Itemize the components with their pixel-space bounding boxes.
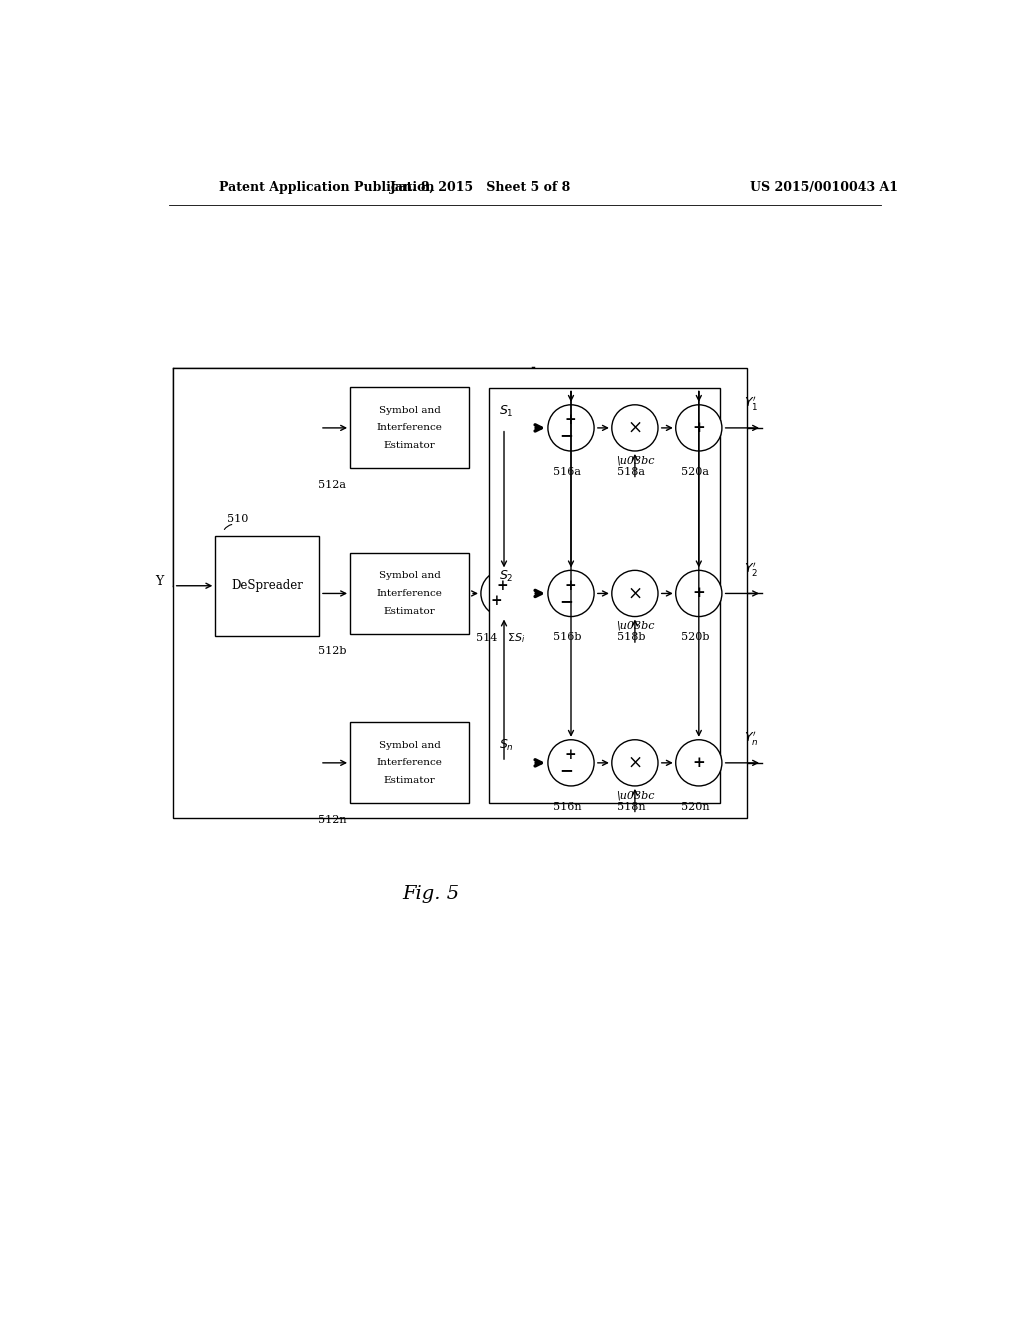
Text: 518n: 518n xyxy=(616,801,645,812)
Text: −: − xyxy=(559,593,573,610)
Text: $\Sigma S_i$: $\Sigma S_i$ xyxy=(507,631,525,645)
Text: $Y_1^\prime$: $Y_1^\prime$ xyxy=(744,395,759,412)
Text: ×: × xyxy=(628,418,642,437)
Text: \u03bc: \u03bc xyxy=(615,620,654,631)
Text: −: − xyxy=(559,428,573,444)
Circle shape xyxy=(676,570,722,616)
Text: US 2015/0010043 A1: US 2015/0010043 A1 xyxy=(750,181,898,194)
Text: Interference: Interference xyxy=(377,759,442,767)
Circle shape xyxy=(548,405,594,451)
Circle shape xyxy=(548,570,594,616)
Bar xyxy=(350,553,469,634)
Text: ×: × xyxy=(628,585,642,602)
Text: Symbol and: Symbol and xyxy=(379,741,440,750)
Text: Patent Application Publication: Patent Application Publication xyxy=(219,181,434,194)
Text: $Y_n^\prime$: $Y_n^\prime$ xyxy=(743,729,759,747)
Circle shape xyxy=(676,739,722,785)
Bar xyxy=(488,388,720,803)
Text: ×: × xyxy=(628,754,642,772)
Bar xyxy=(350,722,469,804)
Bar xyxy=(173,368,746,818)
Text: −: − xyxy=(559,762,573,779)
Text: 516b: 516b xyxy=(553,632,582,643)
Text: $S_n$: $S_n$ xyxy=(499,738,513,754)
Text: +: + xyxy=(692,586,706,601)
Text: DeSpreader: DeSpreader xyxy=(231,579,303,593)
Text: Y: Y xyxy=(155,576,163,589)
Text: Interference: Interference xyxy=(377,589,442,598)
Circle shape xyxy=(611,570,658,616)
Text: 516a: 516a xyxy=(553,467,582,477)
Circle shape xyxy=(481,570,527,616)
Text: +: + xyxy=(497,578,508,593)
Text: 512n: 512n xyxy=(317,816,346,825)
Text: Interference: Interference xyxy=(377,424,442,433)
Circle shape xyxy=(611,405,658,451)
Text: Symbol and: Symbol and xyxy=(379,405,440,414)
Text: $Y_2^\prime$: $Y_2^\prime$ xyxy=(744,560,759,578)
Circle shape xyxy=(548,739,594,785)
Text: +: + xyxy=(692,421,706,434)
Circle shape xyxy=(676,405,722,451)
Text: 512b: 512b xyxy=(317,645,346,656)
Bar xyxy=(350,388,469,469)
Text: $S_2$: $S_2$ xyxy=(499,569,513,583)
Text: +: + xyxy=(564,748,577,762)
Bar xyxy=(215,536,319,636)
Text: Estimator: Estimator xyxy=(384,607,435,615)
Text: Symbol and: Symbol and xyxy=(379,572,440,581)
Text: 520b: 520b xyxy=(681,632,710,643)
Text: 518a: 518a xyxy=(617,467,645,477)
Text: Estimator: Estimator xyxy=(384,776,435,785)
Text: \u03bc: \u03bc xyxy=(615,791,654,800)
Text: +: + xyxy=(564,578,577,593)
Text: 520a: 520a xyxy=(681,467,709,477)
Text: 520n: 520n xyxy=(681,801,710,812)
Text: +: + xyxy=(692,756,706,770)
Text: Fig. 5: Fig. 5 xyxy=(402,884,460,903)
Text: 514: 514 xyxy=(476,634,498,643)
Text: Jan. 8, 2015   Sheet 5 of 8: Jan. 8, 2015 Sheet 5 of 8 xyxy=(390,181,571,194)
Text: 510: 510 xyxy=(226,513,248,524)
Text: \u03bc: \u03bc xyxy=(615,455,654,465)
Text: 516n: 516n xyxy=(553,801,582,812)
Text: 512a: 512a xyxy=(318,480,346,490)
Text: 518b: 518b xyxy=(616,632,645,643)
Text: +: + xyxy=(490,594,502,609)
Circle shape xyxy=(611,739,658,785)
Text: +: + xyxy=(564,413,577,428)
Text: $S_1$: $S_1$ xyxy=(499,404,513,418)
Text: Estimator: Estimator xyxy=(384,441,435,450)
